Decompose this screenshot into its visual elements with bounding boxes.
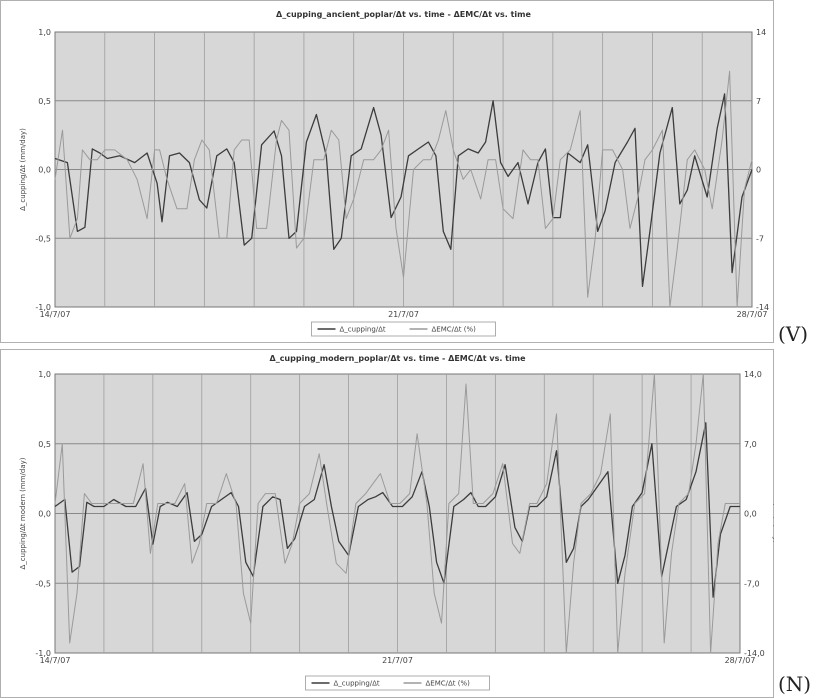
y-tick-label: 0,5 bbox=[38, 440, 51, 449]
y2-tick-label: -14,0 bbox=[744, 649, 765, 658]
x-tick-label: 28/7/07 bbox=[737, 310, 768, 319]
legend-label: ΔEMC/Δt (%) bbox=[432, 326, 477, 334]
y2-tick-label: 7 bbox=[756, 97, 761, 106]
y-tick-label: -1,0 bbox=[35, 649, 51, 658]
y-tick-label: -0,5 bbox=[35, 234, 51, 243]
x-tick-label: 28/7/07 bbox=[725, 656, 756, 665]
x-tick-label: 14/7/07 bbox=[40, 656, 71, 665]
chart-ancient-poplar: Δ_cupping_ancient_poplar/Δt vs. time - Δ… bbox=[0, 0, 774, 343]
y2-tick-label: 0,0 bbox=[744, 510, 757, 519]
series-line-cupping bbox=[54, 93, 753, 288]
legend-box bbox=[305, 675, 490, 691]
y2-tick-label: 0 bbox=[756, 166, 761, 175]
legend-box bbox=[311, 321, 496, 337]
y-tick-label: -1,0 bbox=[35, 303, 51, 312]
legend: Δ_cupping/Δt ΔEMC/Δt (%) bbox=[305, 675, 490, 691]
y2-tick-label: -14 bbox=[756, 303, 769, 312]
x-tick-label: 21/7/07 bbox=[382, 656, 413, 665]
legend-label: Δ_cupping/Δt bbox=[334, 680, 380, 688]
panel-tag-v: (V) bbox=[778, 322, 809, 346]
y-tick-label: 0,0 bbox=[38, 166, 51, 175]
y2-tick-label: -7,0 bbox=[744, 579, 760, 588]
chart-modern-poplar: Δ_cupping_modern_poplar/Δt vs. time - ΔE… bbox=[0, 349, 774, 698]
chart-title: Δ_cupping_ancient_poplar/Δt vs. time - Δ… bbox=[276, 10, 531, 19]
y-axis-label: Δ_cupping/Δt (mm/day) bbox=[19, 128, 27, 211]
y2-tick-label: 14 bbox=[756, 28, 766, 37]
y-tick-label: -0,5 bbox=[35, 579, 51, 588]
horizontal-gridlines bbox=[55, 100, 752, 239]
y2-tick-label: -7 bbox=[756, 234, 764, 243]
series-line-emc bbox=[54, 70, 753, 308]
x-tick-label: 21/7/07 bbox=[388, 310, 419, 319]
legend-label: ΔEMC/Δt (%) bbox=[426, 680, 471, 688]
panel-tag-n: (N) bbox=[778, 672, 812, 696]
chart-panel-ancient: Δ_cupping_ancient_poplar/Δt vs. time - Δ… bbox=[0, 0, 774, 343]
horizontal-gridlines bbox=[55, 443, 740, 584]
legend: Δ_cupping/Δt ΔEMC/Δt (%) bbox=[311, 321, 496, 337]
y2-tick-label: 14,0 bbox=[744, 370, 762, 379]
chart-title: Δ_cupping_modern_poplar/Δt vs. time - ΔE… bbox=[270, 354, 527, 363]
legend-label: Δ_cupping/Δt bbox=[340, 326, 386, 334]
y-tick-label: 0,0 bbox=[38, 510, 51, 519]
y2-axis-label: ΔEMC/Δt (%/day) bbox=[772, 484, 774, 544]
y-tick-label: 0,5 bbox=[38, 97, 51, 106]
y-axis-label: Δ_cupping/Δt modern (mm/day) bbox=[19, 457, 27, 569]
x-tick-label: 14/7/07 bbox=[40, 310, 71, 319]
y-tick-label: 1,0 bbox=[38, 28, 51, 37]
y2-tick-label: 7,0 bbox=[744, 440, 757, 449]
series-line-emc bbox=[54, 373, 740, 654]
chart-panel-modern: Δ_cupping_modern_poplar/Δt vs. time - ΔE… bbox=[0, 349, 774, 698]
y-tick-label: 1,0 bbox=[38, 370, 51, 379]
